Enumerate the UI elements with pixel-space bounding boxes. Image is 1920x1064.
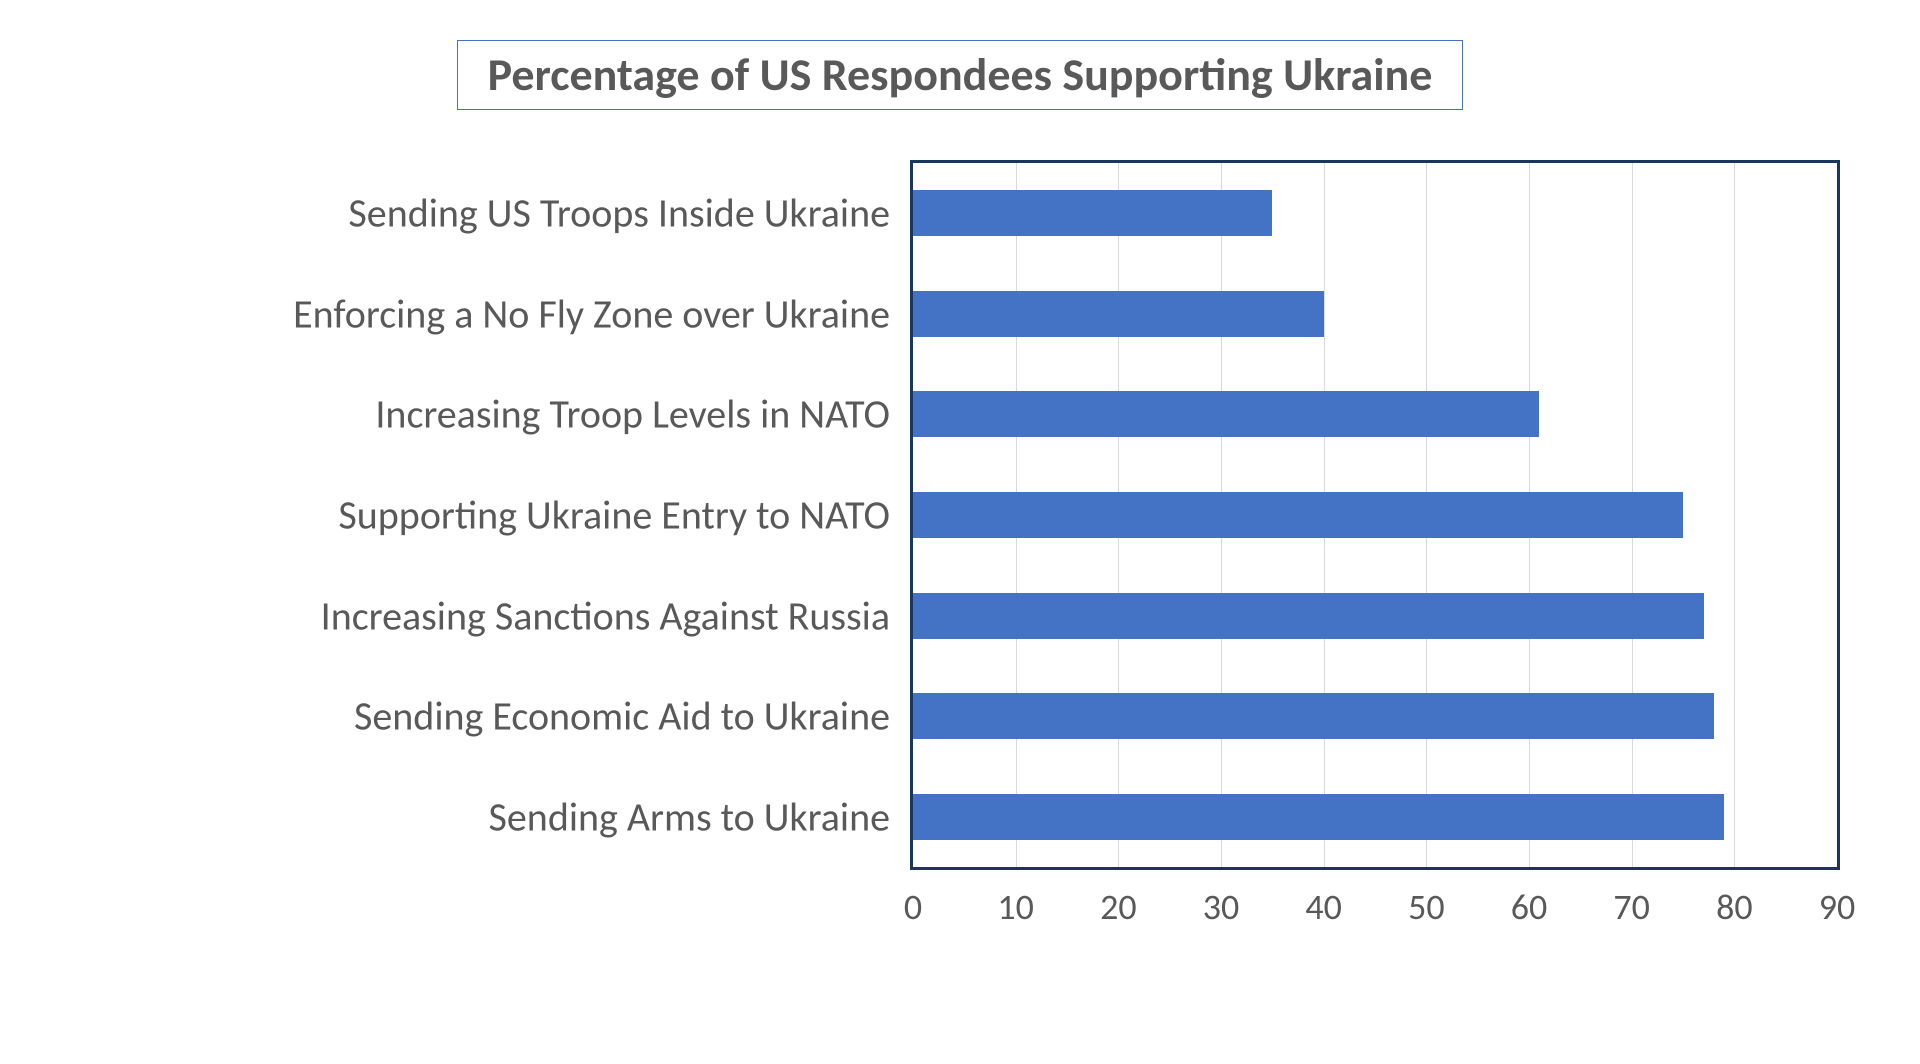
x-tick-label: 20	[1100, 885, 1137, 929]
bar	[913, 593, 1704, 639]
x-tick-label: 60	[1511, 885, 1548, 929]
chart-title: Percentage of US Respondees Supporting U…	[457, 40, 1464, 110]
bar	[913, 794, 1724, 840]
x-tick-label: 0	[904, 885, 922, 929]
x-tick-label: 50	[1408, 885, 1445, 929]
plot-column: 0102030405060708090	[910, 160, 1880, 940]
category-label: Sending US Troops Inside Ukraine	[348, 189, 890, 238]
bar	[913, 391, 1539, 437]
bar	[913, 190, 1272, 236]
category-label: Increasing Sanctions Against Russia	[321, 591, 890, 640]
x-tick-label: 80	[1716, 885, 1753, 929]
x-tick-label: 70	[1613, 885, 1650, 929]
title-row: Percentage of US Respondees Supporting U…	[40, 40, 1880, 110]
bar	[913, 291, 1324, 337]
chart-wrapper: Percentage of US Respondees Supporting U…	[0, 0, 1920, 1064]
plot-box: 0102030405060708090	[910, 160, 1840, 870]
bar	[913, 492, 1683, 538]
category-label: Increasing Troop Levels in NATO	[375, 390, 890, 439]
x-tick-label: 90	[1819, 885, 1856, 929]
x-tick-label: 10	[997, 885, 1034, 929]
category-label: Supporting Ukraine Entry to NATO	[338, 491, 890, 540]
chart-area: Sending US Troops Inside Ukraine Enforcin…	[40, 160, 1880, 940]
category-label: Sending Arms to Ukraine	[489, 792, 890, 841]
x-tick-label: 40	[1305, 885, 1342, 929]
category-label: Sending Economic Aid to Ukraine	[354, 692, 890, 741]
x-tick-label: 30	[1203, 885, 1240, 929]
category-label: Enforcing a No Fly Zone over Ukraine	[293, 289, 890, 338]
gridline	[1734, 163, 1735, 867]
category-labels-column: Sending US Troops Inside Ukraine Enforcin…	[40, 160, 910, 940]
bar	[913, 693, 1714, 739]
